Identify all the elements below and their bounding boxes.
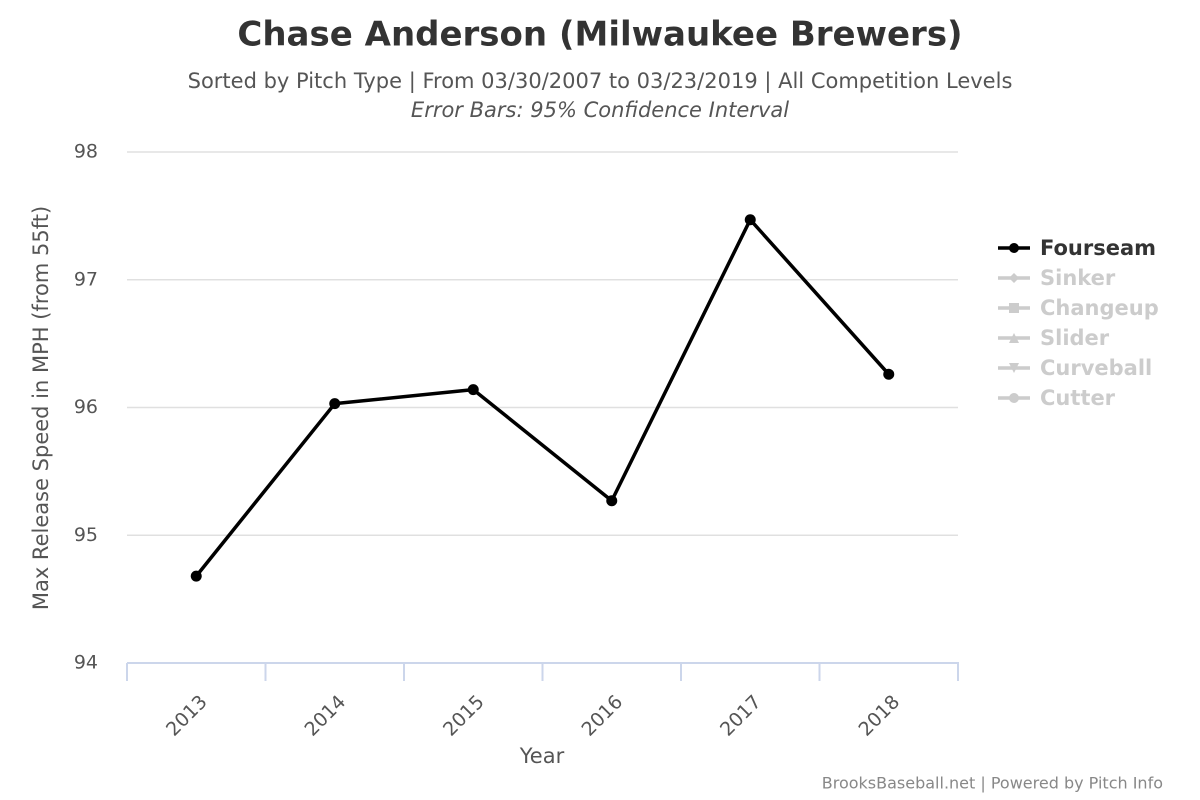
chart-title: Chase Anderson (Milwaukee Brewers) (237, 15, 962, 55)
data-point (883, 368, 895, 380)
x-tick-label: 2017 (716, 691, 766, 741)
x-tick-label: 2014 (300, 691, 350, 741)
data-point (606, 495, 618, 507)
x-tick-label: 2016 (577, 691, 627, 741)
credits: BrooksBaseball.net | Powered by Pitch In… (822, 774, 1163, 793)
legend-label: Curveball (1040, 356, 1152, 380)
legend-label: Sinker (1040, 266, 1116, 290)
legend-marker (1009, 363, 1019, 373)
x-tick-label: 2015 (439, 691, 489, 741)
x-axis-label: Year (519, 744, 565, 768)
legend-marker (1009, 393, 1019, 403)
y-tick-label: 94 (74, 652, 98, 674)
x-tick-label: 2018 (854, 691, 904, 741)
legend-label: Cutter (1040, 386, 1116, 410)
data-point (744, 214, 756, 226)
chart-subtitle: Error Bars: 95% Confidence Interval (411, 98, 789, 122)
y-tick-label: 97 (74, 268, 98, 290)
data-point (329, 398, 341, 410)
legend-label: Slider (1040, 326, 1110, 350)
data-point (190, 570, 202, 582)
x-tick-label: 2013 (162, 691, 212, 741)
series-line (194, 217, 891, 578)
y-axis-label: Max Release Speed in MPH (from 55ft) (29, 206, 53, 610)
legend-marker (1009, 243, 1019, 253)
legend-label: Changeup (1040, 296, 1159, 320)
legend-marker (1009, 333, 1019, 343)
legend-marker (1009, 303, 1019, 313)
chart-subtitle: Sorted by Pitch Type | From 03/30/2007 t… (188, 69, 1013, 94)
legend-marker (1009, 273, 1019, 283)
y-tick-label: 98 (74, 141, 98, 163)
legend-label: Fourseam (1040, 236, 1156, 260)
y-tick-label: 96 (74, 396, 98, 418)
data-point (467, 384, 479, 396)
y-tick-label: 95 (74, 524, 98, 546)
